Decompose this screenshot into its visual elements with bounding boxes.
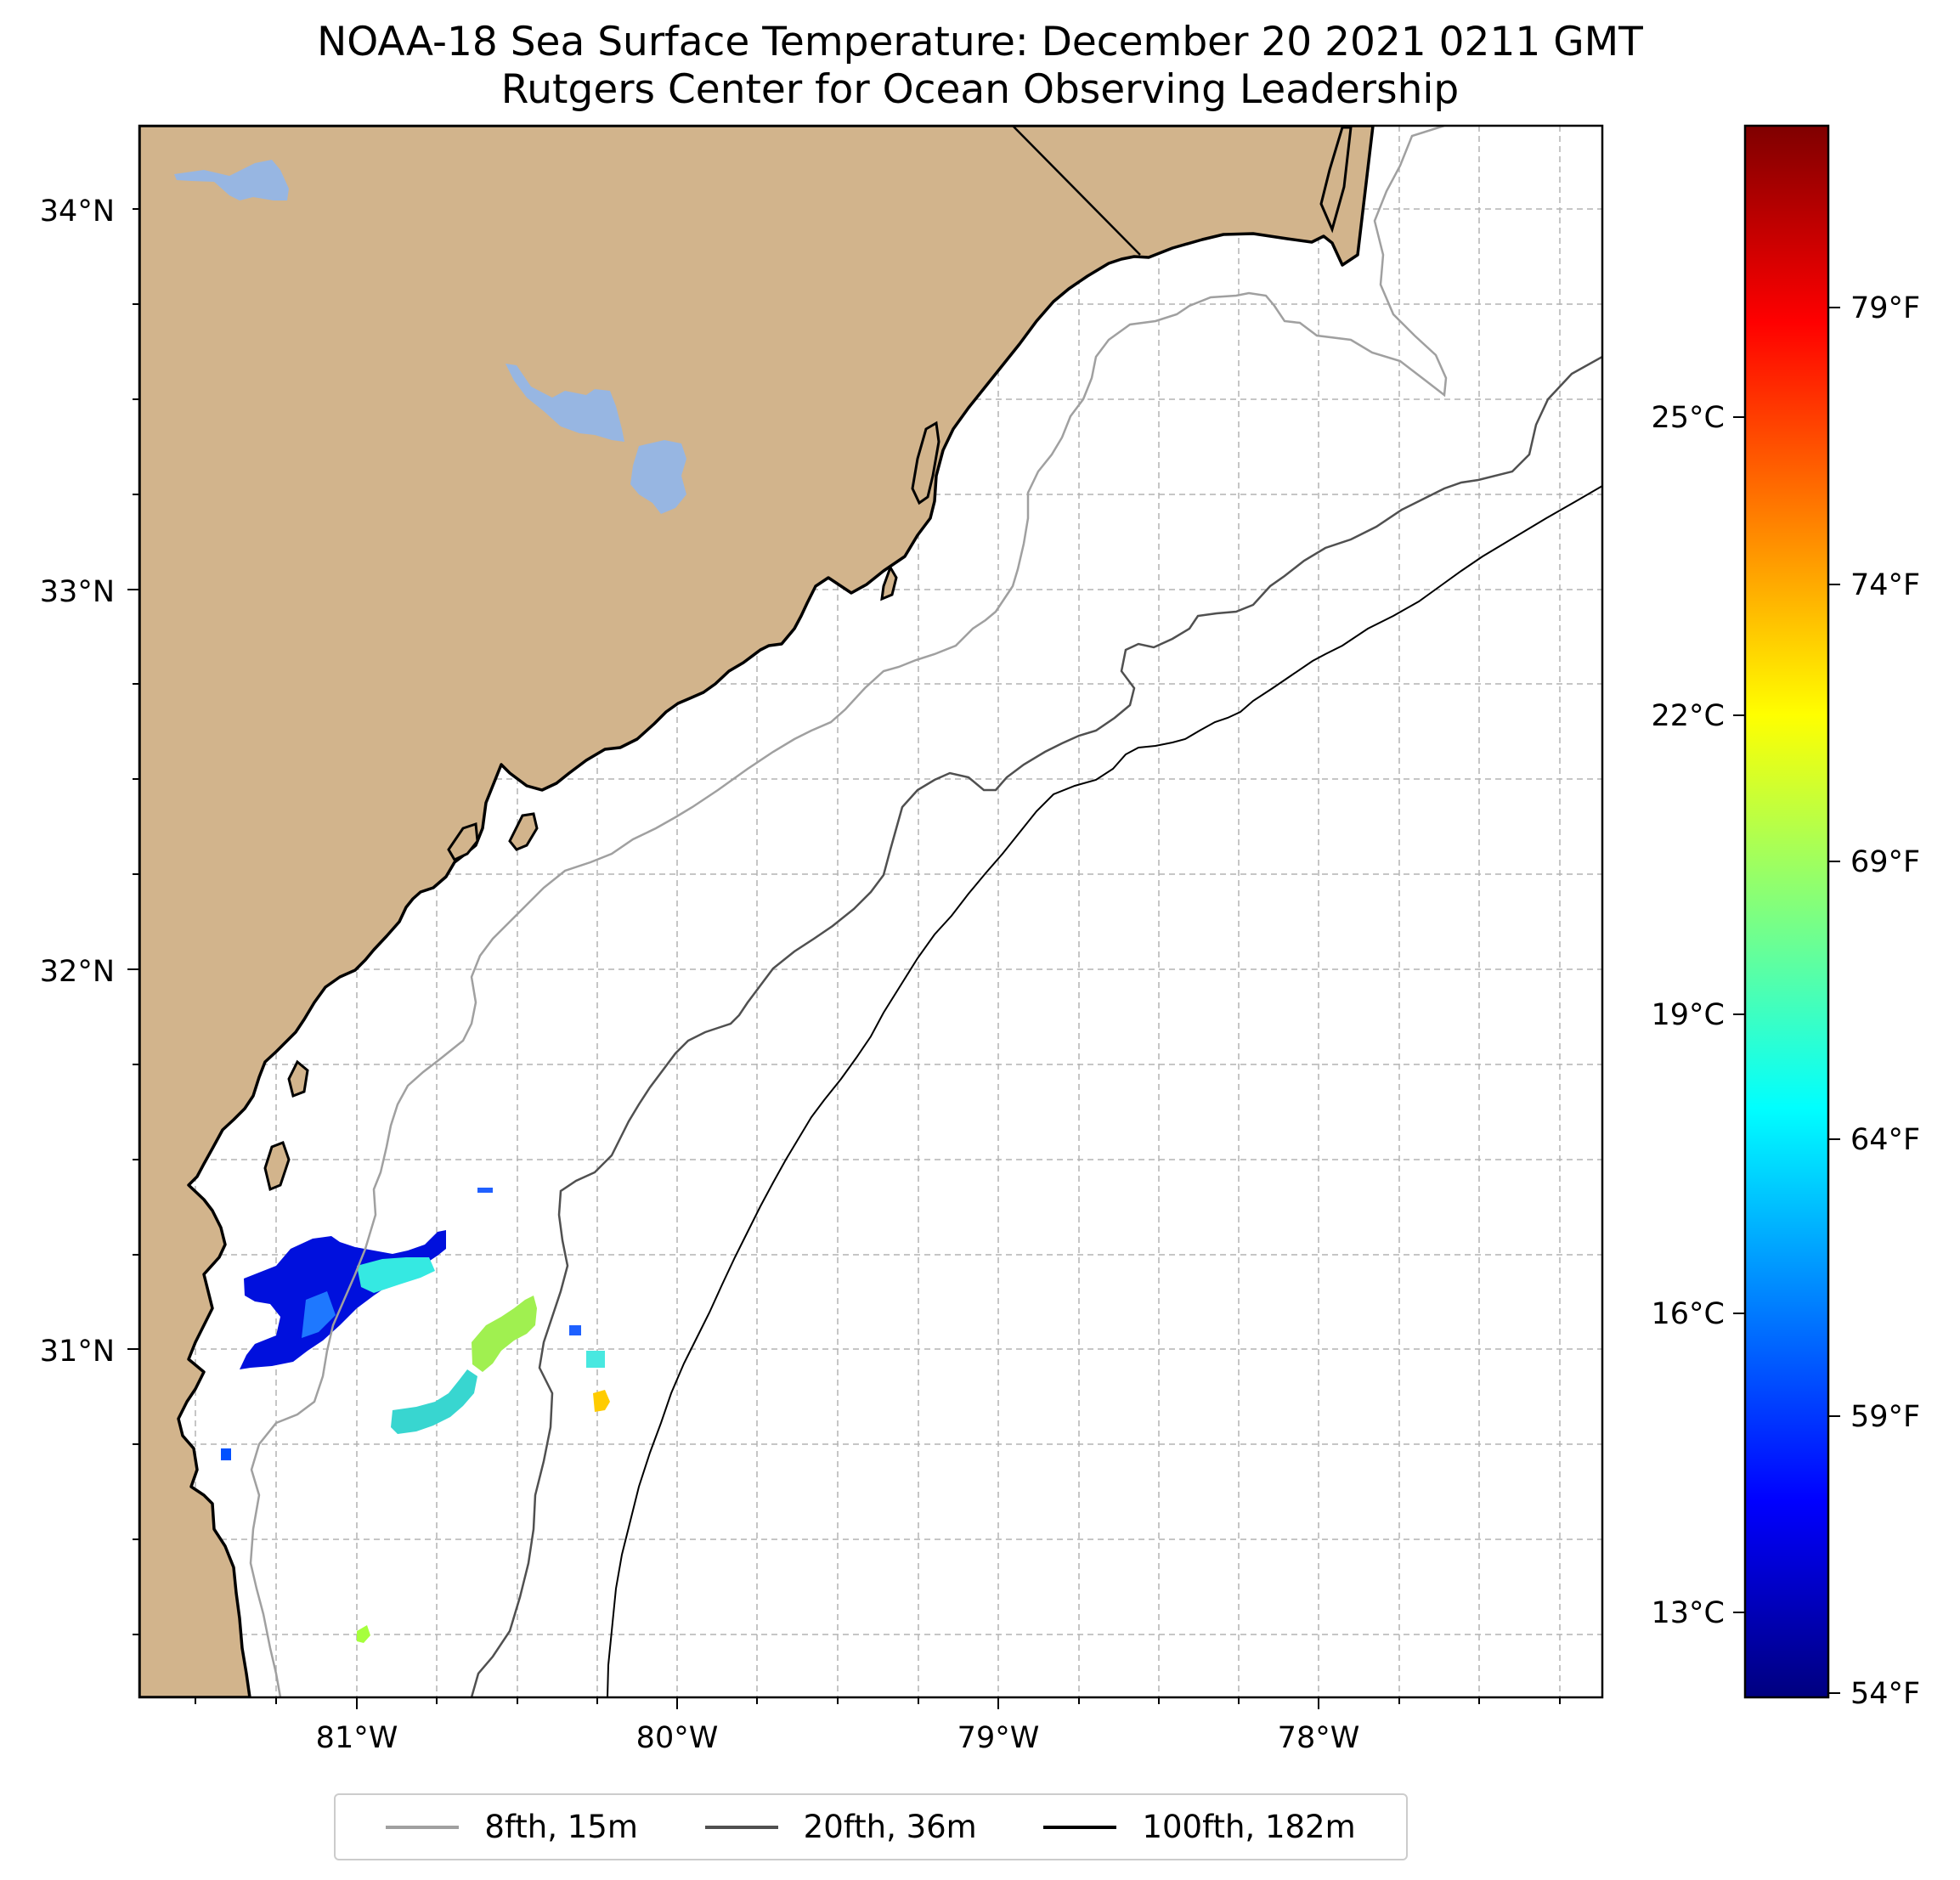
colorbar-celsius-label: 25°C	[1652, 401, 1725, 435]
colorbar-celsius-label: 13°C	[1652, 1596, 1725, 1630]
sst-patch-speck	[221, 1448, 231, 1460]
land-area	[139, 126, 1375, 1697]
lakes	[174, 160, 686, 514]
legend-item-8fth: 8fth, 15m	[386, 1809, 638, 1845]
legend-swatch	[704, 1825, 778, 1829]
colorbar-fahrenheit-label: 79°F	[1850, 291, 1920, 325]
state-border	[1012, 126, 1141, 256]
lat-tick-label: 34°N	[40, 195, 115, 229]
sst-patches	[221, 1188, 610, 1643]
lon-tick-label: 80°W	[636, 1721, 719, 1755]
colorbar-fahrenheit-label: 64°F	[1850, 1123, 1920, 1157]
sst-patch-green	[472, 1296, 537, 1372]
chart-title: NOAA-18 Sea Surface Temperature: Decembe…	[317, 19, 1643, 65]
isobath-20fth	[470, 355, 1602, 1697]
lat-tick-label: 31°N	[40, 1335, 115, 1369]
sst-patch-mixed	[391, 1369, 477, 1434]
sst-patch-mid	[302, 1291, 336, 1338]
colorbar-fahrenheit-label: 59°F	[1850, 1400, 1920, 1434]
colorbar	[1743, 124, 1830, 1699]
colorbar-celsius-label: 16°C	[1652, 1297, 1725, 1331]
sst-patch-small	[357, 1625, 370, 1643]
isobath-100fth	[607, 485, 1602, 1697]
map-frame	[138, 124, 1604, 1699]
legend-item-20fth: 20fth, 36m	[704, 1809, 977, 1845]
sst-patch-speck	[569, 1325, 581, 1335]
sst-patch-speck	[586, 1351, 605, 1368]
colorbar-fahrenheit-label: 54°F	[1850, 1677, 1920, 1711]
legend-label: 20fth, 36m	[803, 1809, 977, 1845]
colorbar-fahrenheit-label: 69°F	[1850, 845, 1920, 879]
sst-patch-speck	[477, 1188, 493, 1193]
colorbar-fahrenheit-ticks	[1828, 307, 1840, 1694]
lat-tick-label: 32°N	[40, 955, 115, 989]
colorbar-celsius-label: 22°C	[1652, 699, 1725, 733]
chart-subtitle: Rutgers Center for Ocean Observing Leade…	[500, 66, 1460, 113]
legend-swatch	[386, 1825, 460, 1829]
sst-patch-warm-cyan	[357, 1257, 435, 1293]
barrier-islands	[263, 126, 1353, 1192]
legend-label: 100fth, 182m	[1142, 1809, 1356, 1845]
colorbar-celsius-ticks	[1733, 416, 1745, 1613]
isobath-8fth	[249, 126, 1448, 1697]
sst-patch-yellow	[593, 1390, 610, 1412]
lon-tick-label: 79°W	[957, 1721, 1040, 1755]
legend: 8fth, 15m 20fth, 36m 100fth, 182m	[334, 1793, 1408, 1860]
lon-tick-marks	[195, 1697, 1561, 1709]
map-grid	[139, 126, 1602, 1697]
lon-tick-label: 81°W	[316, 1721, 398, 1755]
colorbar-celsius-label: 19°C	[1652, 998, 1725, 1032]
lat-tick-marks	[127, 208, 139, 1635]
legend-label: 8fth, 15m	[484, 1809, 638, 1845]
lat-tick-label: 33°N	[40, 575, 115, 609]
legend-swatch	[1043, 1825, 1117, 1829]
lon-tick-label: 78°W	[1278, 1721, 1360, 1755]
legend-item-100fth: 100fth, 182m	[1043, 1809, 1356, 1845]
colorbar-fahrenheit-label: 74°F	[1850, 568, 1920, 602]
